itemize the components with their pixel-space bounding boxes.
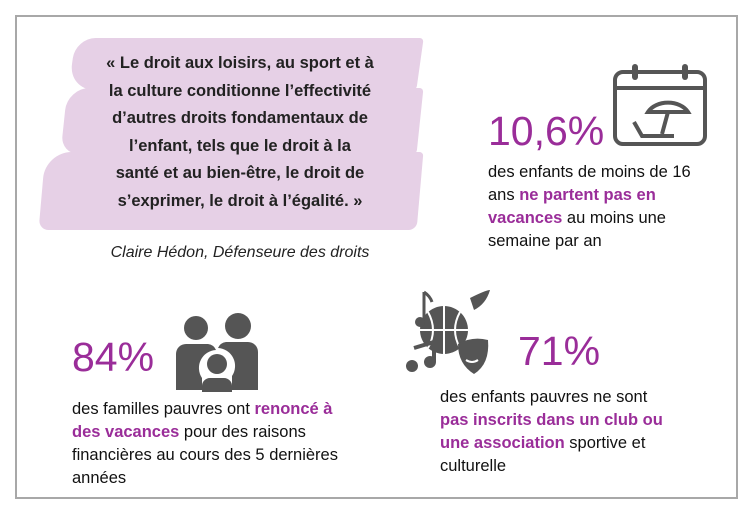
desc-text: au moins une semaine par an: [488, 209, 666, 250]
desc-highlight: pas inscrits dans un club ou une associa…: [440, 411, 663, 452]
stat-description: des familles pauvres ont renoncé à des v…: [72, 398, 342, 490]
desc-text: des enfants de moins de 16 ans: [488, 163, 691, 204]
stat-value: 84%: [72, 334, 155, 380]
desc-highlight: ne partent pas en vacances: [488, 186, 656, 227]
desc-text: pour des raisons financières au cours de…: [72, 423, 338, 487]
desc-text: des familles pauvres ont: [72, 400, 255, 418]
frame-border: [15, 15, 738, 499]
stat-description: des enfants de moins de 16 ans ne parten…: [488, 161, 713, 253]
stat-value: 71%: [518, 328, 601, 374]
family-icon: [176, 313, 258, 392]
quote-line: « Le droit aux loisirs, au sport et à: [106, 54, 374, 72]
stat-value: 10,6%: [488, 108, 605, 154]
quote: « Le droit aux loisirs, au sport et à la…: [60, 50, 420, 215]
quote-line: d’autres droits fondamentaux de: [112, 109, 368, 127]
stat-description: des enfants pauvres ne sont pas inscrits…: [440, 386, 680, 478]
desc-highlight: renoncé à des vacances: [72, 400, 333, 441]
quote-attribution: Claire Hédon, Défenseure des droits: [110, 244, 370, 261]
calendar-beach-umbrella-icon: [613, 64, 707, 146]
quote-line: l’enfant, tels que le droit à la: [129, 136, 351, 155]
music-sport-theatre-icon: [406, 290, 490, 374]
desc-text: des enfants pauvres ne sont: [440, 388, 648, 406]
quote-line: la culture conditionne l’effectivité: [108, 81, 372, 100]
quote-line: santé et au bien-être, le droit de: [115, 164, 365, 182]
quote-line: s’exprimer, le droit à l’égalité. »: [117, 191, 363, 210]
desc-text: sportive et culturelle: [440, 434, 646, 475]
